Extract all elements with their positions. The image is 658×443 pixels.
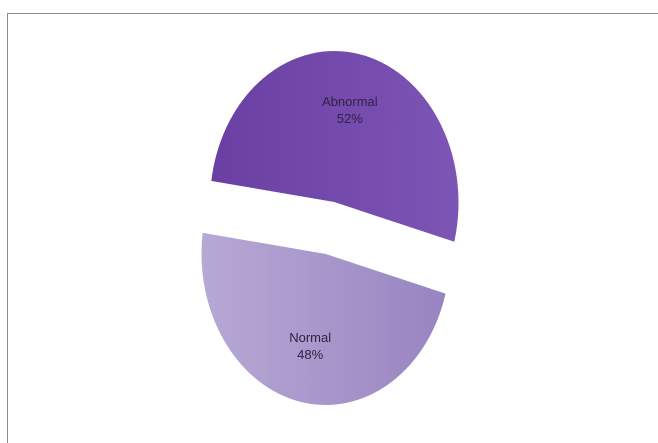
slice-label-normal: Normal [289,330,331,345]
pie-slice-abnormal [210,50,460,243]
slice-percent-normal: 48% [297,347,323,362]
slice-percent-abnormal: 52% [337,111,363,126]
pie-slice-normal [200,231,447,406]
slice-label-abnormal: Abnormal [322,94,378,109]
